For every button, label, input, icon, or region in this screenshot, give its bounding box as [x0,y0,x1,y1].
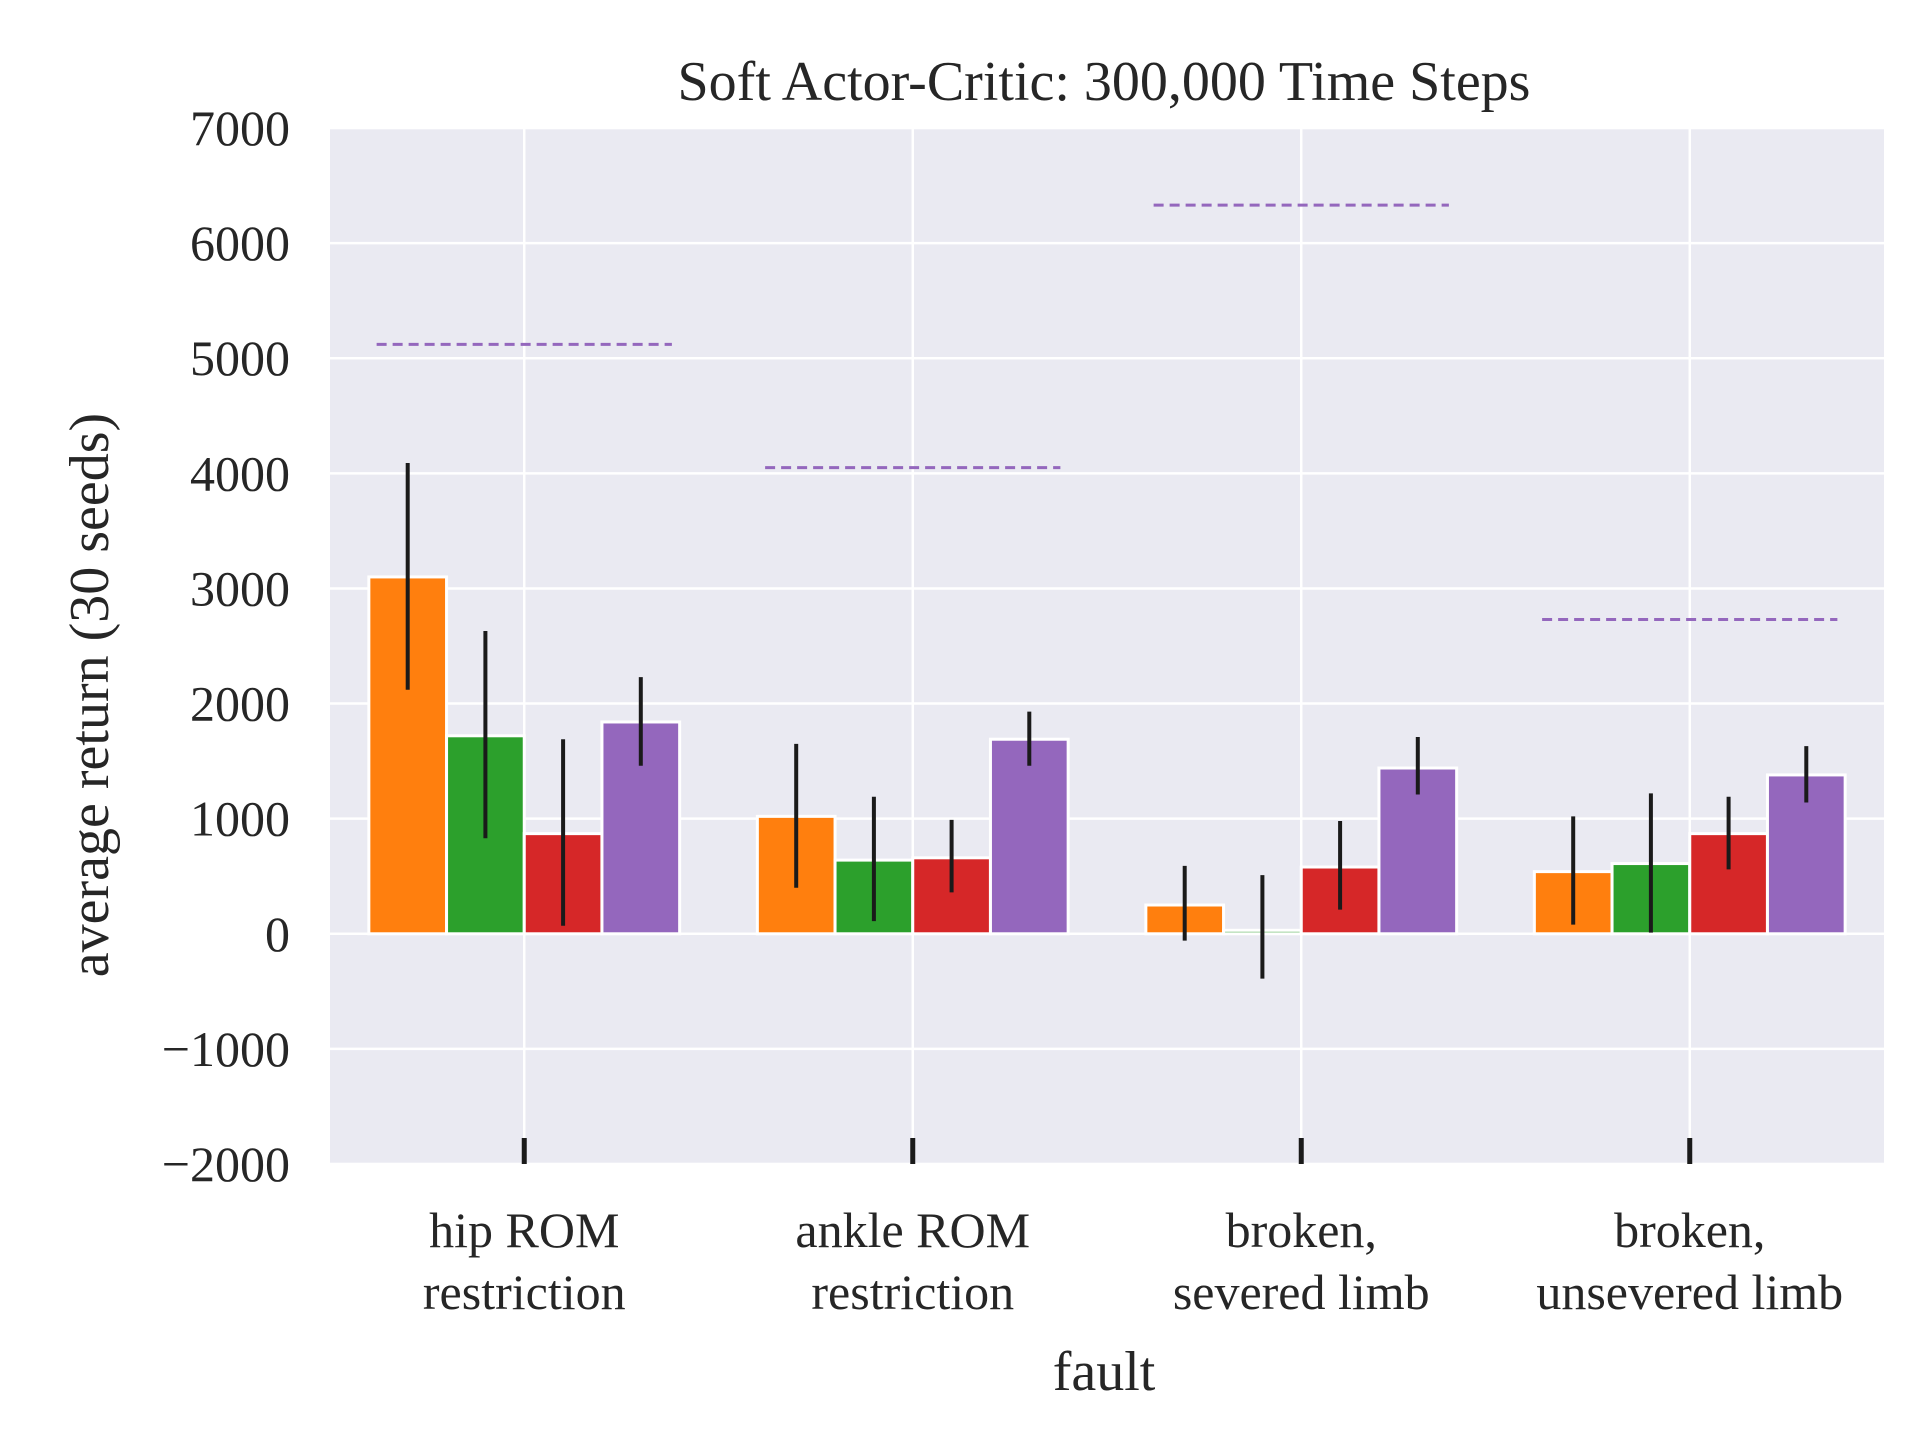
bar [988,737,1070,936]
y-tick-labels: −2000 −1000 0 1000 2000 3000 4000 5000 6000 7000 [162,100,290,1192]
x-tick-marks [521,1138,1693,1164]
gridlines [330,126,1884,1166]
x-tick-label: broken, [1614,1202,1765,1258]
x-tick-label: ankle ROM [795,1202,1030,1258]
x-tick-labels: hip ROM restriction ankle ROM restriction br… [423,1202,1843,1320]
y-tick-label: 3000 [190,560,290,616]
x-tick-label: restriction [811,1264,1014,1320]
error-bars [405,462,1809,979]
y-tick-label: 4000 [190,445,290,501]
y-tick-label: −1000 [162,1021,290,1077]
x-tick-label: restriction [423,1264,626,1320]
plot-background [330,128,1884,1164]
y-tick-label: 5000 [190,330,290,386]
bar [1377,766,1459,936]
x-tick-label: severed limb [1173,1264,1430,1320]
x-tick-label: hip ROM [429,1202,619,1258]
y-tick-label: 6000 [190,215,290,271]
reference-lines [376,203,1838,622]
y-tick-label: −2000 [162,1136,290,1192]
x-axis-label: fault [1053,1341,1156,1403]
y-tick-label: 2000 [190,676,290,732]
y-tick-label: 1000 [190,791,290,847]
x-tick-label: unsevered limb [1536,1264,1843,1320]
x-tick-label: broken, [1226,1202,1377,1258]
y-axis-label: average return (30 seeds) [59,413,121,977]
y-tick-label: 0 [265,906,290,962]
chart-title: Soft Actor-Critic: 300,000 Time Steps [678,51,1531,113]
y-tick-label: 7000 [190,100,290,156]
